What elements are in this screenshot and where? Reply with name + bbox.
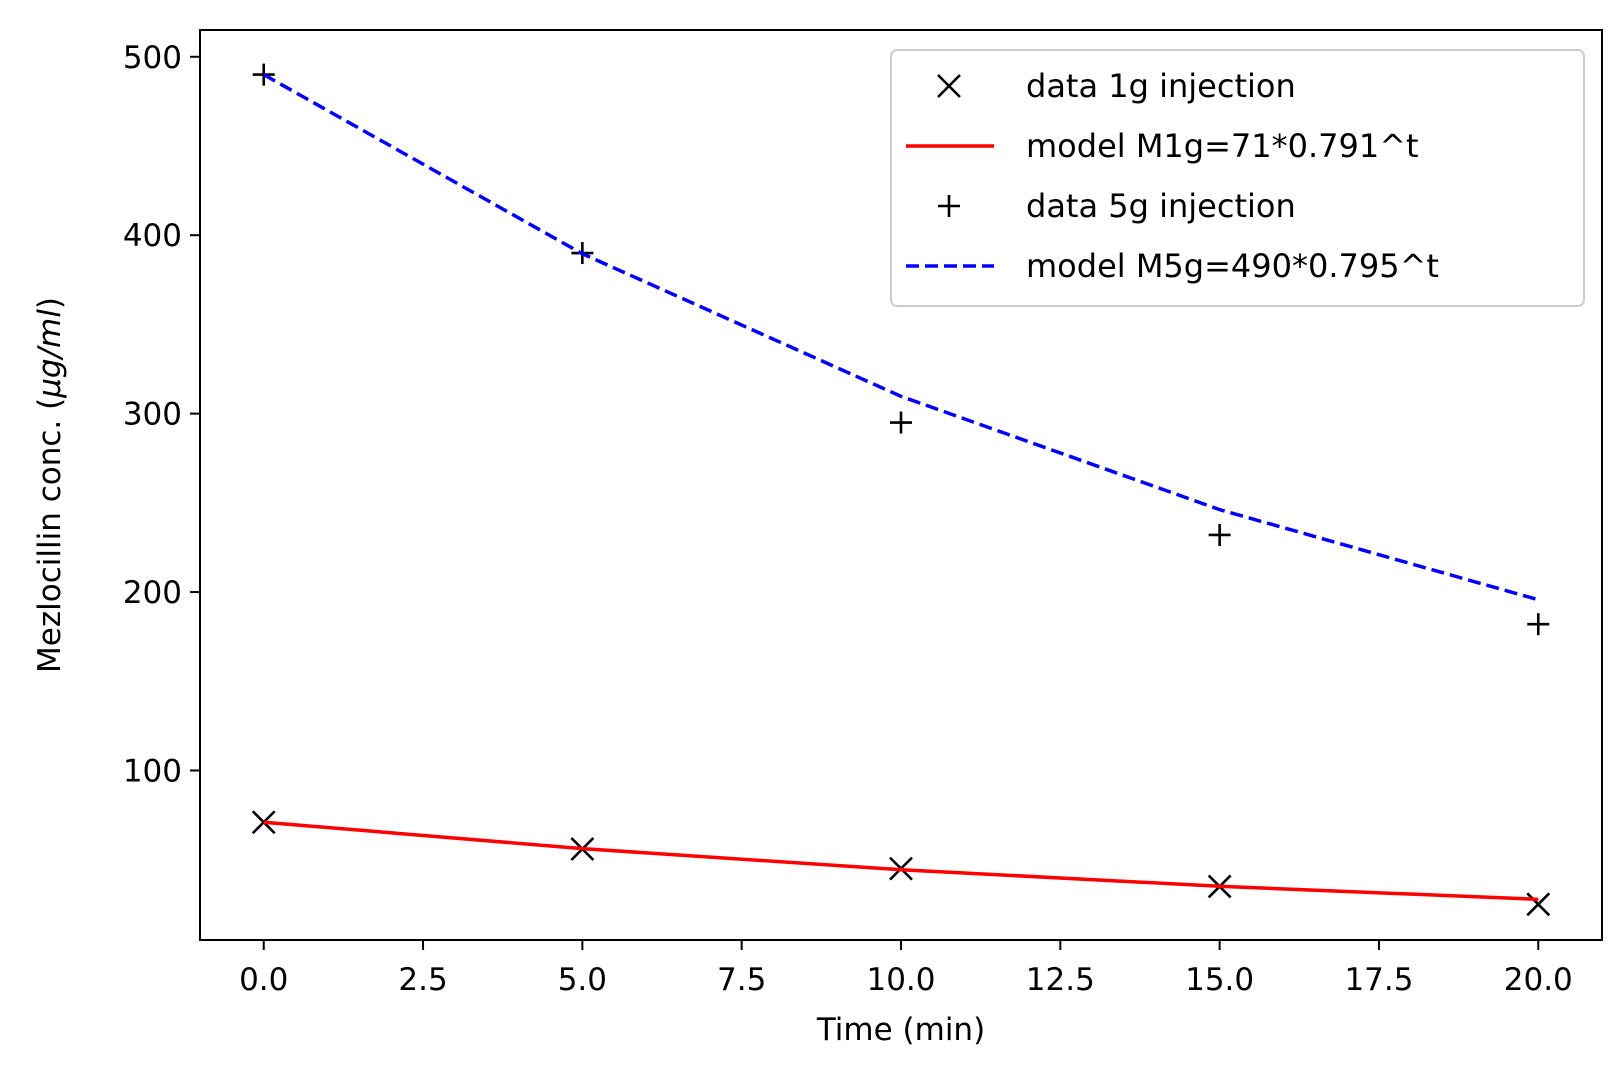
x-tick-label: 7.5 bbox=[717, 962, 766, 998]
legend-label: model M5g=490*0.795^t bbox=[1026, 247, 1439, 285]
series-4 bbox=[262, 73, 1539, 602]
series-line bbox=[263, 820, 1539, 902]
data-point bbox=[1527, 613, 1550, 636]
series-line bbox=[262, 73, 1539, 602]
plot-series bbox=[251, 63, 1551, 917]
data-point-stroke-b bbox=[1526, 892, 1551, 917]
y-axis-label-unit: μg/ml bbox=[32, 309, 68, 399]
legend-item-2: model M1g=71*0.791^t bbox=[906, 127, 1419, 165]
x-axis: 0.0 2.5 5.0 7.5 10.0 12.5 15.0 17.5 20.0 bbox=[239, 940, 1573, 998]
x-tick-label: 20.0 bbox=[1504, 962, 1573, 998]
y-axis-label-prefix: Mezlocillin conc. ( bbox=[32, 398, 68, 673]
x-tick-label: 10.0 bbox=[866, 962, 935, 998]
legend-item-3: data 5g injection bbox=[938, 187, 1296, 225]
x-tick-label: 12.5 bbox=[1026, 962, 1095, 998]
legend-label: model M1g=71*0.791^t bbox=[1026, 127, 1419, 165]
legend-item-1: data 1g injection bbox=[937, 67, 1296, 105]
legend-label: data 1g injection bbox=[1026, 67, 1296, 105]
legend: data 1g injection model M1g=71*0.791^t dat… bbox=[890, 49, 1585, 307]
x-tick-label: 5.0 bbox=[558, 962, 607, 998]
series-2 bbox=[263, 820, 1539, 902]
y-axis: 100 200 300 400 500 bbox=[123, 40, 200, 789]
data-point bbox=[1208, 523, 1231, 546]
data-point bbox=[890, 411, 912, 434]
y-axis-label: Mezlocillin conc. (μg/ml) bbox=[32, 297, 68, 673]
y-tick-label: 400 bbox=[123, 218, 182, 254]
y-tick-label: 100 bbox=[123, 753, 182, 789]
x-axis-label: Time (min) bbox=[816, 1012, 985, 1048]
x-tick-label: 0.0 bbox=[239, 962, 288, 998]
y-axis-label-suffix: ) bbox=[32, 297, 68, 309]
data-point bbox=[1526, 892, 1551, 917]
x-tick-label: 17.5 bbox=[1344, 962, 1413, 998]
y-tick-label: 300 bbox=[123, 397, 182, 433]
legend-box bbox=[890, 49, 1585, 307]
y-tick-label: 200 bbox=[123, 575, 182, 611]
x-tick-label: 15.0 bbox=[1185, 962, 1254, 998]
x-tick-label: 2.5 bbox=[398, 962, 447, 998]
legend-label: data 5g injection bbox=[1026, 187, 1296, 225]
y-tick-label: 500 bbox=[123, 40, 182, 76]
legend-swatch-marker-stroke-b bbox=[937, 74, 961, 98]
legend-item-4: model M5g=490*0.795^t bbox=[906, 247, 1439, 285]
